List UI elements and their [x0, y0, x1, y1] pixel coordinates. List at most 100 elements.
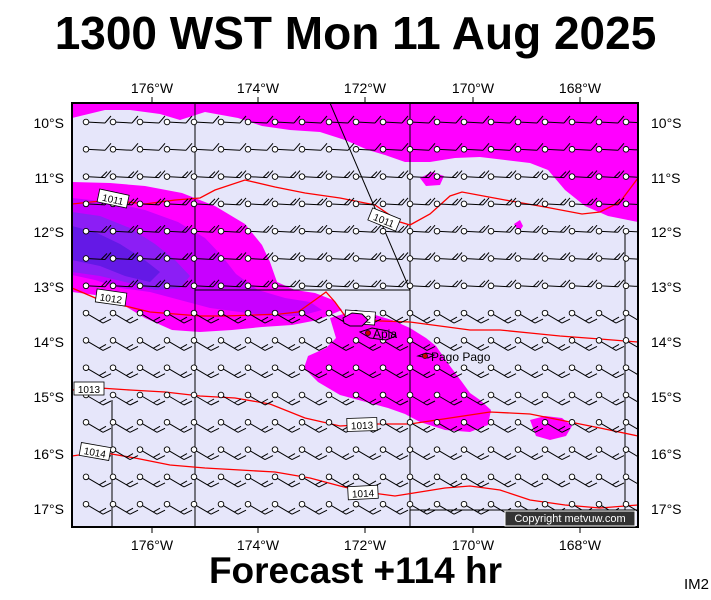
wind-barb: [460, 170, 490, 180]
wind-barb: [271, 252, 301, 262]
svg-text:1013: 1013: [78, 385, 101, 396]
lat-label-left: 16°S: [33, 446, 64, 462]
wind-barb: [406, 473, 436, 488]
lon-label-top: 174°W: [237, 80, 280, 96]
wind-barb: [622, 364, 638, 376]
wind-barb: [163, 419, 193, 433]
wind-barb: [136, 115, 166, 126]
wind-barb: [271, 500, 301, 515]
wind-barb: [433, 391, 463, 406]
wind-barb: [514, 391, 544, 406]
wind-barb: [244, 473, 274, 488]
wind-barb: [352, 391, 382, 406]
wind-barb: [622, 500, 638, 512]
wind-barb: [109, 115, 139, 126]
wind-barb: [163, 279, 193, 290]
wind-barb: [82, 500, 112, 515]
wind-barb: [82, 337, 112, 351]
wind-barb: [460, 279, 490, 290]
precip-very-heavy-core: [72, 226, 160, 282]
wind-barb: [325, 252, 355, 262]
wind-barb: [244, 170, 274, 180]
wind-barb: [433, 142, 463, 153]
svg-text:1014: 1014: [83, 446, 107, 461]
wind-barb: [622, 446, 638, 458]
wind-barb: [271, 197, 301, 208]
wind-barb: [136, 419, 166, 433]
wind-barb: [514, 224, 544, 235]
wind-barb: [514, 115, 544, 126]
wind-barb: [352, 224, 382, 235]
wind-barb: [622, 282, 638, 290]
lat-label-right: 14°S: [651, 334, 682, 350]
wind-barb: [487, 391, 517, 406]
wind-barb: [406, 197, 436, 208]
wind-barb: [352, 364, 382, 379]
wind-barb: [460, 309, 490, 324]
wind-barb: [190, 500, 220, 515]
wind-barb: [217, 473, 247, 488]
product-code: IM2: [683, 576, 709, 593]
place-label: Apia: [373, 327, 397, 341]
wind-barb: [298, 279, 328, 290]
copyright-box: Copyright metvuw.com: [504, 510, 636, 527]
wind-barb: [217, 252, 247, 262]
wind-barb: [487, 142, 517, 153]
wind-barb: [298, 446, 328, 461]
place-marker: [422, 353, 428, 359]
wind-barb: [163, 309, 193, 324]
wind-barb: [298, 142, 328, 153]
wind-barb: [136, 142, 166, 153]
wind-barb: [487, 309, 517, 324]
wind-barb: [541, 170, 571, 180]
wind-barb: [433, 197, 463, 208]
wind-barb: [352, 170, 382, 180]
wind-barb: [190, 337, 220, 351]
wind-barb: [298, 115, 328, 126]
wind-barb: [379, 446, 409, 461]
wind-barb: [568, 115, 598, 126]
wind-barb: [298, 473, 328, 488]
wind-barb: [433, 337, 463, 351]
lat-label-left: 15°S: [33, 389, 64, 405]
wind-barb: [379, 170, 409, 180]
wind-barb: [433, 309, 463, 324]
wind-barb: [163, 197, 193, 208]
wind-barb: [541, 391, 571, 406]
isobar-1012: [72, 287, 638, 343]
wind-barb: [163, 252, 193, 262]
coastlines: [342, 312, 436, 359]
wind-barb: [433, 252, 463, 262]
wind-barb: [622, 118, 638, 126]
wind-barb: [136, 500, 166, 515]
lat-label-left: 12°S: [33, 224, 64, 240]
wind-barb: [190, 391, 220, 406]
wind-barb: [487, 279, 517, 290]
wind-barb: [217, 364, 247, 379]
wind-barb: [433, 446, 463, 461]
wind-barb: [460, 337, 490, 351]
wind-barb: [109, 337, 139, 351]
wind-barb: [514, 364, 544, 379]
place-marker: [365, 330, 371, 336]
isobar-label: 1013: [73, 381, 105, 396]
wind-barb: [217, 337, 247, 351]
wind-barb: [514, 419, 544, 433]
wind-barb: [595, 473, 625, 488]
left-lat-axis: 10°S 11°S 12°S 13°S 14°S 15°S 16°S 17°S: [33, 115, 64, 517]
wind-barb: [298, 337, 328, 351]
wind-barb: [379, 309, 409, 324]
wind-barb: [379, 391, 409, 406]
wind-barb: [298, 252, 328, 262]
wind-barb: [379, 252, 409, 262]
wind-barb: [271, 309, 301, 324]
wind-barb: [82, 309, 112, 324]
wind-barb: [244, 364, 274, 379]
wind-barb: [433, 364, 463, 379]
isobar-label: 1011: [96, 188, 130, 209]
wind-barb: [163, 446, 193, 461]
wind-barb: [190, 224, 220, 235]
wind-barb: [325, 446, 355, 461]
wind-barb: [109, 364, 139, 379]
wind-barb: [595, 309, 625, 324]
